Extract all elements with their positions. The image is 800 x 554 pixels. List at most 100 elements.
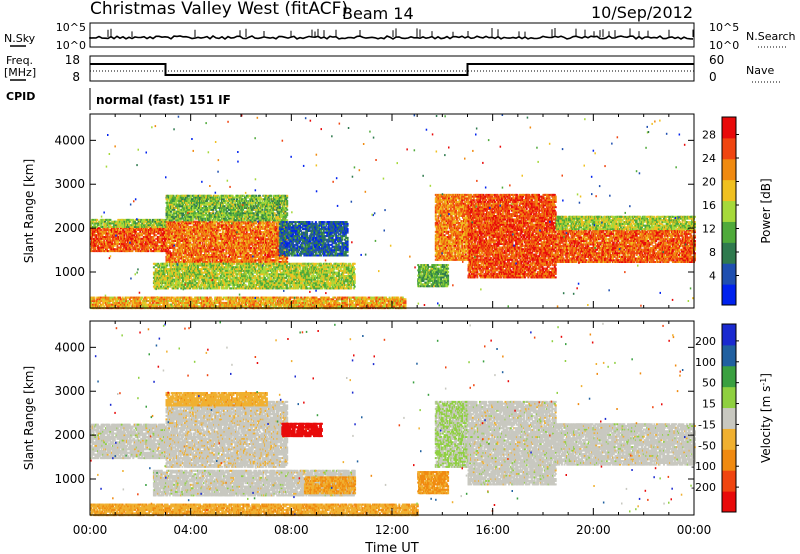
data-cell [149,219,151,221]
data-cell [166,251,168,253]
data-cell [97,250,99,252]
data-cell [191,226,193,228]
data-cell [247,233,249,235]
data-cell [130,231,132,233]
data-cell [125,229,127,231]
data-cell [217,235,219,237]
data-cell [116,250,118,252]
data-cell [219,251,221,253]
data-cell [196,235,198,237]
data-cell [161,250,163,252]
data-cell [247,256,249,258]
data-cell [138,234,140,236]
data-cell [125,245,127,247]
data-cell [168,235,170,237]
data-cell [140,229,142,231]
data-cell [135,250,137,252]
data-cell [188,256,190,258]
cpid-value: normal (fast) 151 IF [96,93,231,107]
data-cell [221,224,223,226]
data-cell [179,209,181,211]
data-cell [96,238,98,240]
data-cell [97,245,99,247]
data-cell [214,251,216,253]
data-cell [239,247,241,249]
data-cell [238,256,240,258]
data-cell [238,240,240,242]
data-cell [256,251,258,253]
data-cell [157,245,159,247]
data-cell [248,251,250,253]
data-cell [121,248,123,250]
data-cell [192,244,194,246]
data-cell [170,228,172,230]
data-cell [122,231,124,233]
data-cell [210,247,212,249]
data-cell [131,234,133,236]
freq-tick-bottom: 8 [72,70,80,84]
data-cell [224,247,226,249]
data-cell [173,218,175,220]
data-cell [163,250,165,252]
data-cell [123,229,125,231]
data-cell [107,234,109,236]
data-cell [182,211,184,213]
data-cell [222,222,224,224]
data-cell [276,259,278,261]
data-cell [163,231,165,233]
data-cell [257,235,259,237]
data-cell [138,219,140,221]
data-cell [150,241,152,243]
data-cell [153,240,155,242]
data-cell [218,235,220,237]
data-cell [145,245,147,247]
data-cell [169,242,171,244]
data-cell [117,236,119,238]
data-cell [169,251,171,253]
data-cell [139,247,141,249]
data-cell [153,245,155,247]
data-cell [127,250,129,252]
data-cell [173,209,175,211]
data-cell [181,235,183,237]
data-cell [131,250,133,252]
data-cell [232,256,234,258]
data-cell [219,233,221,235]
data-cell [183,205,185,207]
data-cell [123,224,125,226]
power-scatter [90,114,696,309]
data-cell [119,250,121,252]
data-cell [265,238,267,240]
data-cell [130,219,132,221]
freq-strip: Freq. [MHz] 18 8 60 0 Nave [4,53,782,84]
freq-frame [90,56,694,81]
data-cell [184,198,186,200]
data-cell [194,209,196,211]
data-cell [286,261,288,263]
data-cell [124,234,126,236]
nsky-tick-top: 10^5 [56,21,86,34]
data-cell [175,235,177,237]
data-cell [116,229,118,231]
data-cell [200,252,202,254]
data-cell [115,231,117,233]
data-cell [217,231,219,233]
data-cell [184,235,186,237]
data-cell [180,205,182,207]
freq-trace [90,64,694,75]
data-cell [173,214,175,216]
data-cell [225,251,227,253]
data-cell [174,222,176,224]
data-cell [94,231,96,233]
data-cell [97,224,99,226]
data-cell [253,228,255,230]
data-cell [180,214,182,216]
data-cell [205,252,207,254]
data-cell [104,245,106,247]
data-cell [109,219,111,221]
data-cell [163,245,165,247]
data-cell [193,251,195,253]
cpid-label: CPID [6,90,35,103]
data-cell [207,251,209,253]
